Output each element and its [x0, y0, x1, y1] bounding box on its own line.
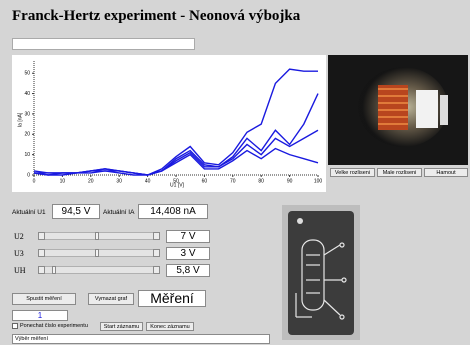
y-tick-label: 0	[27, 172, 30, 178]
camera-button[interactable]: Hamout	[424, 168, 468, 177]
data-line	[34, 149, 318, 175]
x-tick-label: 0	[33, 178, 36, 184]
status-display: Měření	[138, 290, 206, 307]
slider-label: U2	[14, 232, 24, 241]
y-tick-label: 20	[24, 132, 30, 138]
record-button[interactable]: Start záznamu	[100, 322, 143, 331]
slider-track[interactable]	[38, 266, 158, 274]
camera-image	[328, 55, 468, 165]
slider-arrow[interactable]	[38, 249, 45, 257]
apparatus-image	[282, 205, 360, 340]
x-tick-label: 70	[230, 178, 236, 184]
record-button[interactable]: Konec záznamu	[146, 322, 194, 331]
clear-button[interactable]: Vymazat graf	[88, 293, 134, 305]
page-title: Franck-Hertz experiment - Neonová výbojk…	[12, 8, 300, 25]
x-tick-label: 50	[173, 178, 179, 184]
x-tick-label: 30	[116, 178, 122, 184]
readout-value: 14,408 nA	[138, 204, 208, 219]
slider-arrow[interactable]	[38, 266, 45, 274]
readout-value: 94,5 V	[52, 204, 100, 219]
x-tick-label: 10	[60, 178, 66, 184]
y-axis-label: Ia [nA]	[17, 112, 23, 127]
experiment-number[interactable]: 1	[12, 310, 68, 321]
readout-label: Aktuální IA	[103, 209, 134, 216]
slider-thumb[interactable]	[95, 249, 99, 257]
slider-thumb[interactable]	[52, 266, 56, 274]
camera-button[interactable]: Male rozliseni	[377, 168, 422, 177]
y-tick-label: 50	[24, 71, 30, 77]
x-tick-label: 20	[88, 178, 94, 184]
slider-value: 5,8 V	[166, 264, 210, 277]
slider-value: 3 V	[166, 247, 210, 260]
checkbox-label: Ponechat číslo experimentu	[20, 323, 88, 329]
select-box[interactable]: Výběr měření	[12, 334, 270, 344]
x-tick-label: 40	[145, 178, 151, 184]
checkbox[interactable]	[12, 323, 18, 329]
readout-label: Aktuální U1	[12, 209, 46, 216]
camera-button[interactable]: Velke rozliseni	[330, 168, 375, 177]
slider-arrow[interactable]	[153, 266, 160, 274]
slider-arrow[interactable]	[153, 232, 160, 240]
x-tick-label: 60	[202, 178, 208, 184]
y-tick-label: 10	[24, 152, 30, 158]
data-line	[34, 130, 318, 175]
slider-arrow[interactable]	[153, 249, 160, 257]
page: Franck-Hertz experiment - Neonová výbojk…	[0, 0, 470, 345]
slider-thumb[interactable]	[95, 232, 99, 240]
y-tick-label: 40	[24, 91, 30, 97]
x-tick-label: 100	[314, 178, 323, 184]
slider-label: UH	[14, 266, 26, 275]
x-tick-label: 90	[287, 178, 293, 184]
slider-arrow[interactable]	[38, 232, 45, 240]
y-tick-label: 30	[24, 111, 30, 117]
text-input[interactable]	[12, 38, 195, 50]
x-tick-label: 80	[258, 178, 264, 184]
start-button[interactable]: Spustit měření	[12, 293, 76, 305]
slider-label: U3	[14, 249, 24, 258]
slider-value: 7 V	[166, 230, 210, 243]
